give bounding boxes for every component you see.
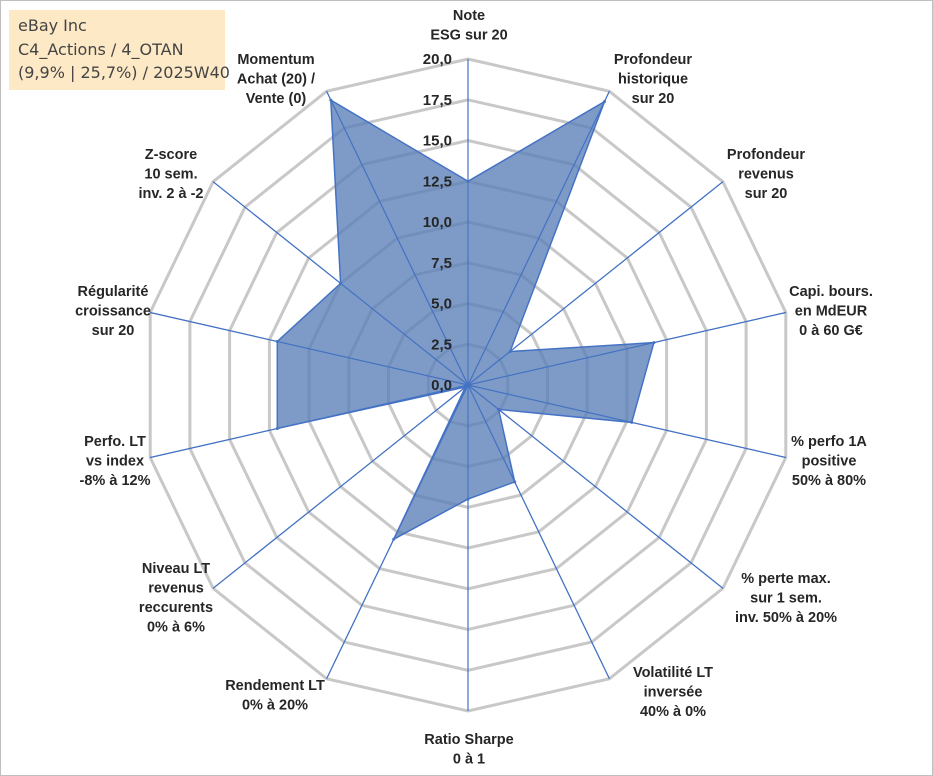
axis-label-10-line-1: vs index bbox=[86, 454, 144, 470]
data-point-9 bbox=[464, 385, 467, 389]
axis-label-6-line-2: 40% à 0% bbox=[640, 704, 706, 720]
axis-label-3: Capi. bours. en MdEUR 0 à 60 G€ bbox=[789, 284, 873, 339]
axis-label-7-line-0: Ratio Sharpe bbox=[424, 732, 513, 748]
tick-label-7: 17,5 bbox=[423, 92, 452, 109]
axis-label-4-line-1: positive bbox=[802, 454, 857, 470]
data-point-3 bbox=[652, 341, 656, 345]
axis-label-13-line-0: Momentum bbox=[237, 52, 314, 68]
axis-label-9-line-1: revenus bbox=[148, 581, 204, 597]
tick-label-2: 5,0 bbox=[431, 296, 452, 313]
axis-label-1-line-0: Profondeur bbox=[614, 52, 692, 68]
tick-label-4: 10,0 bbox=[423, 214, 452, 231]
axis-spoke-overlay-6 bbox=[467, 384, 610, 679]
axis-label-0-line-1: ESG sur 20 bbox=[430, 28, 507, 44]
data-point-13 bbox=[329, 98, 333, 102]
tick-label-3: 7,5 bbox=[431, 255, 452, 272]
axis-label-2-line-1: revenus bbox=[738, 167, 794, 183]
axis-label-7-line-1: 0 à 1 bbox=[453, 752, 485, 768]
tick-label-8: 20,0 bbox=[423, 51, 452, 68]
axis-label-9-line-0: Niveau LT bbox=[142, 561, 210, 577]
data-point-5 bbox=[497, 407, 501, 411]
axis-label-11: Régularité croissance sur 20 bbox=[75, 284, 151, 339]
axis-label-11-line-1: croissance bbox=[75, 304, 151, 320]
axis-label-10: Perfo. LT vs index -8% à 12% bbox=[80, 434, 151, 489]
axis-spoke-overlay-10 bbox=[150, 384, 469, 458]
data-point-11 bbox=[275, 340, 279, 343]
data-point-1 bbox=[603, 100, 606, 104]
axis-spoke-overlay-11 bbox=[150, 312, 469, 386]
info-box: eBay Inc C4_Actions / 4_OTAN (9,9% | 25,… bbox=[9, 10, 230, 90]
axis-label-5: % perte max. sur 1 sem. inv. 50% à 20% bbox=[735, 571, 837, 626]
data-point-2 bbox=[508, 350, 512, 353]
axis-label-6: Volatilité LT inversée 40% à 0% bbox=[633, 665, 713, 720]
axis-label-9-line-2: reccurents bbox=[139, 600, 213, 616]
axis-spoke-overlay-13 bbox=[326, 91, 469, 386]
axis-spoke-overlay-9 bbox=[212, 384, 469, 589]
axis-label-12-line-1: 10 sem. bbox=[144, 167, 197, 183]
axis-label-1-line-1: historique bbox=[618, 72, 688, 88]
axis-label-10-line-2: -8% à 12% bbox=[80, 473, 151, 489]
axis-label-4: % perfo 1A positive 50% à 80% bbox=[791, 434, 867, 489]
axis-label-13-line-1: Achat (20) / bbox=[237, 72, 315, 88]
axis-label-7: Ratio Sharpe 0 à 1 bbox=[424, 732, 513, 768]
axis-label-5-line-2: inv. 50% à 20% bbox=[735, 610, 837, 626]
tick-label-5: 12,5 bbox=[423, 173, 452, 190]
axis-label-8: Rendement LT 0% à 20% bbox=[225, 678, 325, 714]
axis-label-1: Profondeur historique sur 20 bbox=[614, 52, 692, 107]
data-point-10 bbox=[275, 427, 279, 430]
axis-label-0: Note ESG sur 20 bbox=[430, 8, 507, 44]
axis-labels: Note ESG sur 20 Profondeur historique sur 20… bbox=[75, 8, 873, 768]
radar-series bbox=[150, 59, 786, 711]
info-company: eBay Inc bbox=[18, 16, 87, 35]
axis-label-3-line-0: Capi. bours. bbox=[789, 284, 873, 300]
axis-label-5-line-0: % perte max. bbox=[741, 571, 830, 587]
axis-label-6-line-0: Volatilité LT bbox=[633, 665, 713, 681]
axis-label-11-line-2: sur 20 bbox=[92, 323, 135, 339]
axis-label-6-line-1: inversée bbox=[644, 685, 703, 701]
axis-label-13: Momentum Achat (20) / Vente (0) bbox=[237, 52, 315, 107]
axis-label-5-line-1: sur 1 sem. bbox=[750, 591, 822, 607]
axis-label-11-line-0: Régularité bbox=[78, 284, 149, 300]
axis-spoke-overlay-1 bbox=[467, 91, 610, 386]
axis-label-2-line-0: Profondeur bbox=[727, 147, 805, 163]
axis-label-9: Niveau LT revenus reccurents 0% à 6% bbox=[139, 561, 213, 636]
axis-label-12-line-2: inv. 2 à -2 bbox=[138, 186, 203, 202]
axis-label-3-line-1: en MdEUR bbox=[795, 304, 868, 320]
axis-label-3-line-2: 0 à 60 G€ bbox=[799, 323, 863, 339]
axis-label-12: Z-score 10 sem. inv. 2 à -2 bbox=[138, 147, 203, 202]
axis-spoke-overlay-8 bbox=[326, 384, 469, 679]
axis-label-10-line-0: Perfo. LT bbox=[84, 434, 146, 450]
tick-label-0: 0,0 bbox=[431, 377, 452, 394]
info-period: (9,9% | 25,7%) / 2025W40 bbox=[18, 63, 230, 82]
data-point-4 bbox=[630, 420, 634, 424]
axis-spoke-overlay-4 bbox=[467, 384, 786, 458]
axis-label-4-line-2: 50% à 80% bbox=[792, 473, 866, 489]
axis-label-8-line-1: 0% à 20% bbox=[242, 698, 308, 714]
radial-tick-labels: 0,0 2,5 5,0 7,5 10,0 12,5 15,0 17,5 20,0 bbox=[423, 51, 452, 394]
axis-spoke-overlay-5 bbox=[467, 384, 724, 589]
data-point-0 bbox=[466, 179, 470, 183]
axis-label-2: Profondeur revenus sur 20 bbox=[727, 147, 805, 202]
tick-label-1: 2,5 bbox=[431, 336, 452, 353]
axis-label-8-line-0: Rendement LT bbox=[225, 678, 325, 694]
axis-label-1-line-2: sur 20 bbox=[632, 91, 675, 107]
axis-label-0-line-0: Note bbox=[453, 8, 485, 24]
data-point-8 bbox=[392, 537, 396, 541]
axis-label-9-line-3: 0% à 6% bbox=[147, 620, 205, 636]
axis-label-4-line-0: % perfo 1A bbox=[791, 434, 867, 450]
axis-label-2-line-2: sur 20 bbox=[745, 186, 788, 202]
data-point-6 bbox=[513, 480, 517, 484]
info-category: C4_Actions / 4_OTAN bbox=[18, 39, 184, 59]
axis-spoke-overlay-3 bbox=[467, 312, 786, 386]
data-point-12 bbox=[339, 281, 343, 285]
axis-label-13-line-2: Vente (0) bbox=[246, 91, 307, 107]
data-point-7 bbox=[466, 497, 470, 501]
tick-label-6: 15,0 bbox=[423, 133, 452, 150]
axis-label-12-line-0: Z-score bbox=[145, 147, 197, 163]
